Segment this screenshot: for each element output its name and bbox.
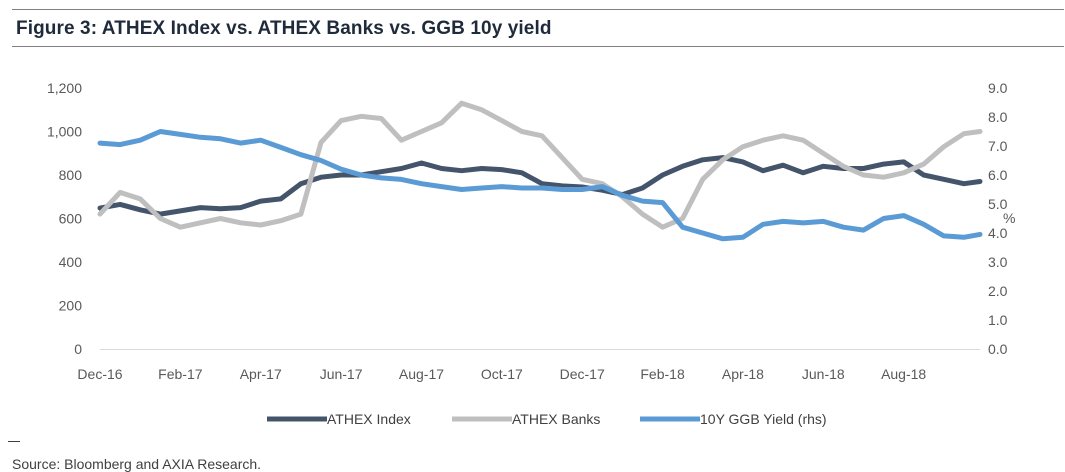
x-tick-label: Oct-17	[481, 366, 523, 382]
x-tick-label: Apr-18	[722, 366, 764, 382]
y-left-tick-label: 0	[74, 341, 82, 357]
y-left-tick-label: 200	[59, 298, 83, 314]
x-tick-label: Feb-18	[640, 366, 685, 382]
x-tick-label: Jun-18	[802, 366, 845, 382]
legend-label: ATHEX Index	[327, 411, 411, 427]
y-left-tick-label: 400	[59, 254, 83, 270]
y-right-tick-label: 1.0	[988, 312, 1008, 328]
title-top-rule	[12, 9, 1064, 10]
x-tick-label: Aug-17	[399, 366, 444, 382]
series-line-athex-index	[97, 155, 983, 217]
x-tick-label: Apr-17	[240, 366, 282, 382]
legend-label: ATHEX Banks	[512, 411, 600, 427]
y-right-tick-label: 9.0	[988, 80, 1008, 96]
line-chart: 0 200 400 600 800 1,000 1,200 0.0 1.0 2.0 3.0 4.0 5.…	[47, 80, 1016, 427]
figure-title: Figure 3: ATHEX Index vs. ATHEX Banks vs…	[16, 18, 552, 39]
footnote-dash	[8, 441, 20, 442]
series-line-10y-ggb-yield-rhs	[97, 129, 983, 242]
x-tick-label: Feb-17	[158, 366, 203, 382]
x-tick-label: Jun-17	[320, 366, 363, 382]
y-left-tick-label: 1,000	[47, 124, 82, 140]
x-tick-label: Dec-16	[77, 366, 122, 382]
y-left-tick-label: 600	[59, 211, 83, 227]
y-right-tick-label: 2.0	[988, 283, 1008, 299]
y-right-tick-label: 5.0	[988, 196, 1008, 212]
x-tick-label: Dec-17	[560, 366, 605, 382]
y-left-tick-label: 800	[59, 167, 83, 183]
y-left-tick-label: 1,200	[47, 80, 82, 96]
y-right-tick-label: 8.0	[988, 109, 1008, 125]
source-note: Source: Bloomberg and AXIA Research.	[12, 456, 262, 472]
y-right-tick-label: 4.0	[988, 225, 1008, 241]
y-right-tick-label: 7.0	[988, 138, 1008, 154]
x-tick-label: Aug-18	[881, 366, 926, 382]
y-right-axis-label: %	[1003, 210, 1015, 226]
y-right-tick-label: 3.0	[988, 254, 1008, 270]
legend-label: 10Y GGB Yield (rhs)	[700, 411, 827, 427]
y-right-tick-label: 6.0	[988, 167, 1008, 183]
title-bottom-rule	[12, 46, 1064, 47]
y-right-tick-label: 0.0	[988, 341, 1008, 357]
series-line-athex-banks	[97, 100, 983, 230]
